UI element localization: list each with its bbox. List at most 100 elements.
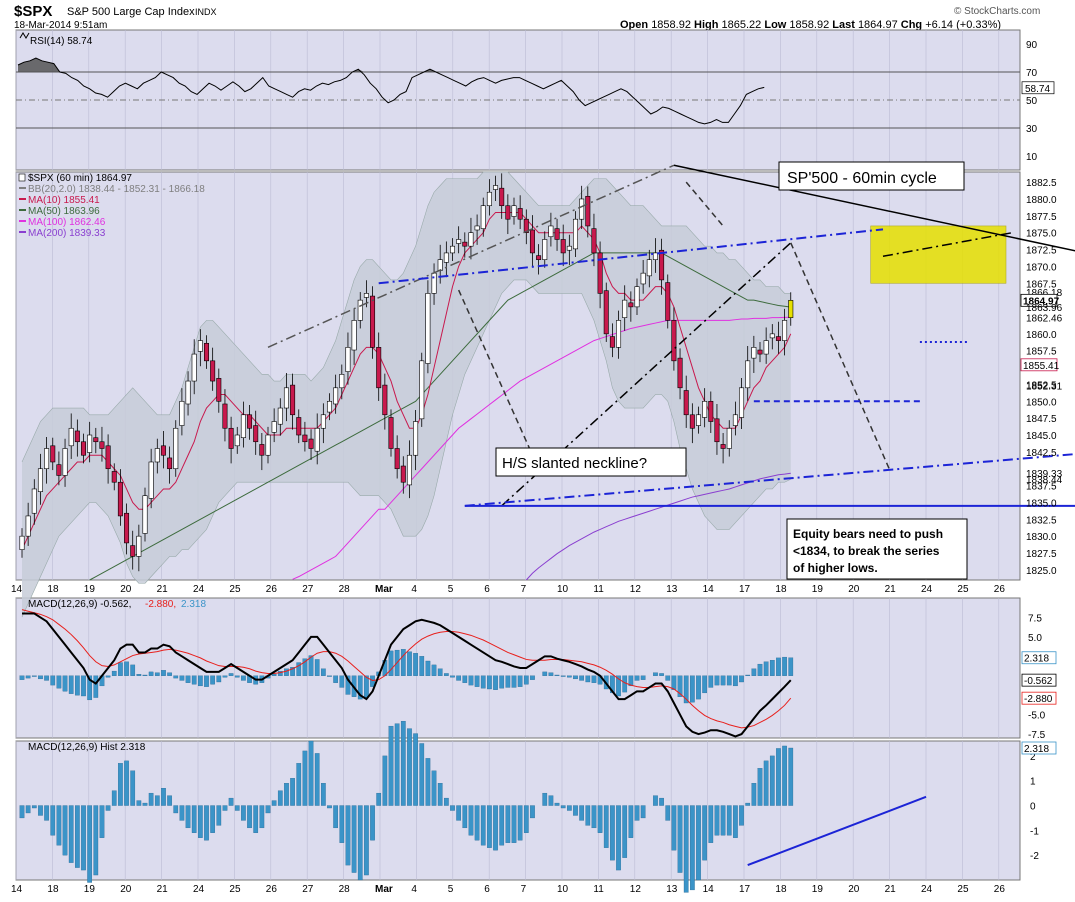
macd-hist-bar — [511, 675, 517, 688]
bollinger-upper — [21, 171, 791, 463]
macd-hist-bar — [296, 662, 302, 676]
macd-histogram-bar — [234, 805, 240, 811]
x-tick-label: Mar — [375, 584, 393, 595]
last-price-label: 1864.97 — [1023, 296, 1060, 307]
x-tick-label: 20 — [848, 584, 860, 595]
candle — [769, 333, 775, 339]
x-tick-label-bottom: 11 — [593, 884, 604, 895]
x-tick-label: 25 — [229, 584, 241, 595]
macd-hist-bar — [290, 667, 295, 676]
candle — [566, 245, 572, 251]
macd-hist-bar — [339, 675, 345, 688]
axes: 14 14 18 18 19 19 20 20 21 21 24 24 25 25 26 26 27 27 28 28… — [11, 584, 1005, 895]
x-tick-label-bottom: 20 — [848, 884, 860, 895]
macd-hist-bar — [314, 659, 320, 676]
macd-value-box — [1021, 691, 1057, 705]
macd-value-label: 2.318 — [1024, 654, 1049, 665]
price-value-label: 1863.96 — [1026, 303, 1063, 314]
candle — [456, 239, 462, 244]
candle — [351, 320, 357, 351]
candle — [185, 380, 191, 405]
macd-histogram-bar — [616, 805, 621, 871]
ma10-line — [21, 211, 792, 550]
x-tick-label: 28 — [339, 584, 351, 595]
macd-histogram-bar — [591, 805, 597, 829]
macd-hist-bar — [763, 661, 769, 676]
macd-hist-bar — [167, 672, 172, 676]
price-tick-label: 1842.5 — [1026, 448, 1057, 459]
macd-hist-bar — [579, 675, 585, 681]
macd-histogram-bar — [714, 805, 720, 836]
macd-tick-label: -7.5 — [1028, 730, 1046, 741]
macd-histogram-bar — [776, 748, 781, 806]
macd-hist-bar — [474, 675, 480, 687]
x-tick-label: 13 — [666, 584, 678, 595]
macd-histogram-bar — [38, 805, 43, 816]
x-tick-label: 11 — [593, 584, 604, 595]
candle — [517, 208, 523, 220]
header-watermark: © StockCharts.com — [954, 6, 1040, 17]
macd-hist-bar — [19, 675, 25, 680]
candle — [425, 293, 431, 364]
x-tick-label: 27 — [302, 584, 314, 595]
macd-histogram-bar — [167, 795, 172, 806]
x-tick-label-bottom: 21 — [157, 884, 169, 895]
macd-histogram-bar — [480, 805, 486, 846]
hist-last-label: 2.318 — [1024, 744, 1049, 755]
macd-legend-item: 2.318 — [181, 599, 206, 610]
macd-hist-bar — [185, 675, 191, 683]
candle — [25, 515, 31, 537]
macd-hist-bar — [105, 675, 111, 678]
macd-histogram-bar — [75, 805, 80, 868]
macd-histogram-bar — [308, 740, 314, 806]
macd-hist-bar — [659, 673, 664, 676]
macd-hist-bar — [284, 668, 289, 676]
price-value-label: 1866.18 — [1026, 288, 1063, 299]
macd-hist-bar — [468, 675, 474, 686]
macd-hist-bar — [400, 649, 406, 676]
candle — [708, 400, 714, 422]
x-tick-label-bottom: 6 — [484, 884, 490, 895]
macd-histogram-bar — [610, 805, 615, 861]
macd-histogram-bar — [19, 805, 25, 819]
candle — [763, 340, 769, 355]
candle — [363, 293, 369, 298]
price-tick-label: 1852.5 — [1026, 380, 1057, 391]
macd-hist-bar — [517, 675, 523, 687]
x-tick-label-bottom: 17 — [739, 884, 751, 895]
macd-hist-bar — [788, 657, 794, 676]
macd-hist-bar — [567, 675, 572, 678]
macd-histogram-bar — [179, 805, 185, 821]
macd-histogram-bar — [351, 805, 357, 873]
candle — [431, 272, 437, 294]
macd-histogram-bar — [191, 805, 197, 833]
macd-histogram-bar — [653, 795, 658, 806]
macd-hist-bar — [419, 656, 425, 676]
candle — [400, 465, 406, 483]
x-tick-label-bottom: 14 — [703, 884, 715, 895]
macd-histogram-bar — [370, 805, 375, 841]
candle — [117, 481, 123, 517]
candle — [259, 444, 265, 456]
candle — [339, 374, 345, 389]
x-tick-label-bottom: 24 — [921, 884, 933, 895]
candle — [216, 378, 222, 402]
macd-histogram-bar — [702, 805, 708, 861]
macd-histogram-bar — [573, 805, 578, 816]
candle — [44, 448, 50, 470]
candle — [622, 299, 628, 318]
x-tick-label: 19 — [812, 584, 824, 595]
macd-histogram-bar — [628, 805, 634, 838]
macd-hist-bar — [450, 675, 455, 678]
macd-hist-bar — [548, 672, 554, 676]
macd-histogram-bar — [683, 805, 689, 893]
hs-annotation-box — [495, 447, 687, 477]
x-tick-label-bottom: 20 — [120, 884, 132, 895]
candle — [191, 353, 197, 382]
candle — [136, 535, 142, 557]
target-zone-highlight — [870, 225, 1007, 284]
macd-hist-bar — [345, 675, 351, 695]
macd-histogram-bar — [450, 805, 455, 811]
candle — [99, 441, 105, 449]
